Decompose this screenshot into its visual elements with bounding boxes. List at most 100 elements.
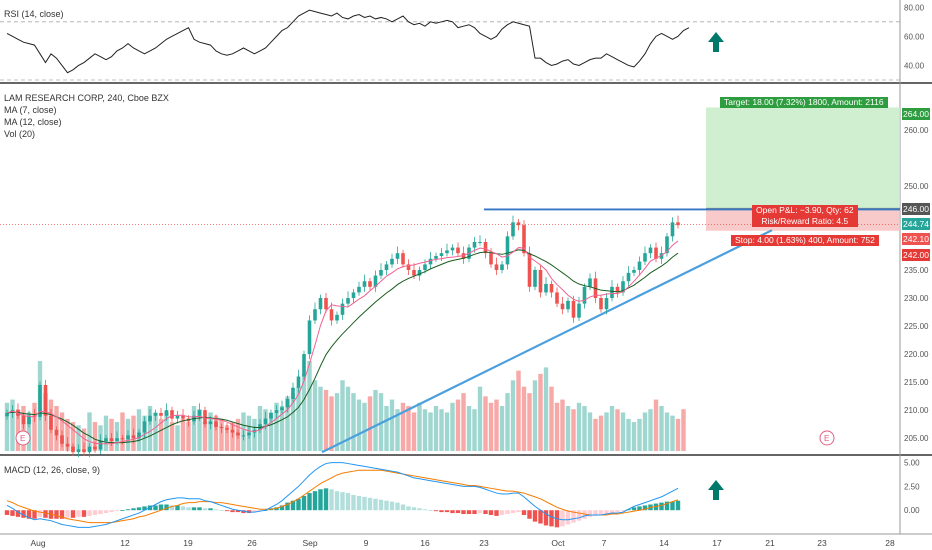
ma12-legend[interactable]: MA (12, close) [4, 117, 62, 127]
candle-body [324, 298, 328, 310]
macd-histogram-bar [175, 505, 180, 511]
candle-body [230, 429, 235, 433]
volume-bar [461, 393, 466, 451]
volume-bar [428, 412, 433, 451]
macd-histogram-bar [461, 510, 466, 515]
candle-body [566, 300, 570, 310]
macd-legend: MACD (12, 26, close, 9) [4, 465, 101, 475]
candle-body [379, 270, 383, 276]
price-tick-label: 250.00 [904, 182, 929, 191]
volume-bar [268, 412, 274, 451]
candle-body [577, 303, 581, 318]
macd-histogram-bar [120, 510, 125, 512]
volume-bar [208, 412, 213, 451]
pnl-label[interactable]: Open P&L: −3.90, Qty: 62 Risk/Reward Rat… [752, 205, 858, 227]
macd-histogram-bar [549, 510, 554, 527]
volume-bar [549, 386, 554, 451]
macd-histogram-bar [290, 500, 296, 511]
candle-body [236, 432, 240, 436]
macd-histogram-bar [164, 504, 169, 511]
candle-body [65, 443, 70, 447]
candle-body [219, 426, 224, 429]
macd-histogram-bar [279, 505, 285, 511]
macd-histogram-bar [422, 509, 428, 511]
candle-body [500, 264, 504, 270]
macd-histogram-bar [620, 510, 626, 512]
macd-histogram-bar [169, 505, 175, 511]
macd-histogram-bar [158, 504, 164, 511]
volume-bar [92, 422, 98, 451]
volume-bar [290, 393, 296, 451]
stop-label[interactable]: Stop: 4.00 (1.63%) 400, Amount: 752 [731, 235, 879, 246]
macd-histogram-bar [296, 498, 301, 511]
volume-bar [642, 412, 648, 451]
candle-body [258, 424, 262, 430]
candle-body [604, 298, 609, 310]
volume-bar [532, 380, 538, 451]
candle-body [214, 421, 218, 427]
candle-body [445, 250, 449, 254]
candle-body [544, 284, 548, 293]
volume-bar [400, 402, 406, 451]
target-label[interactable]: Target: 18.00 (7.32%) 1800, Amount: 2116 [720, 97, 888, 108]
candle-body [164, 410, 169, 416]
rsi-line [6, 9, 690, 74]
macd-histogram-bar [664, 501, 670, 511]
volume-bar [554, 402, 560, 451]
candle-body [637, 261, 642, 270]
macd-histogram-bar [659, 502, 664, 511]
time-tick-label: 17 [712, 538, 722, 548]
candle-body [434, 255, 438, 259]
symbol-title[interactable]: LAM RESEARCH CORP, 240, Cboe BZX [4, 93, 169, 103]
candle-body [450, 247, 455, 251]
macd-histogram-bar [142, 506, 147, 511]
price-tag-current: 242.10 [902, 233, 930, 245]
volume-bar [213, 415, 219, 451]
candle-body [137, 432, 141, 439]
time-tick-label: Oct [551, 538, 565, 548]
candle-body [335, 314, 339, 321]
volume-bar [120, 412, 125, 451]
volume-bar [296, 386, 301, 451]
macd-histogram-bar [87, 510, 92, 516]
ma7-legend[interactable]: MA (7, close) [4, 105, 57, 115]
macd-histogram-bar [197, 507, 202, 511]
volume-bar [362, 402, 367, 451]
macd-histogram-bar [510, 510, 516, 514]
macd-histogram-bar [516, 510, 521, 513]
macd-histogram-bar [362, 496, 367, 511]
candle-body [142, 421, 147, 433]
candle-body [54, 429, 59, 436]
candle-body [538, 270, 543, 293]
candle-body [505, 236, 510, 265]
time-tick-label: 9 [364, 538, 369, 548]
volume-bar [455, 399, 461, 451]
candle-body [610, 286, 614, 299]
volume-legend[interactable]: Vol (20) [4, 129, 36, 139]
volume-bar [406, 406, 411, 451]
macd-histogram-bar [444, 510, 450, 513]
candle-body [71, 446, 75, 453]
volume-bar [483, 396, 488, 451]
macd-histogram-bar [494, 510, 499, 516]
candle-body [5, 412, 9, 417]
candle-body [340, 303, 345, 315]
macd-histogram-bar [54, 510, 59, 519]
volume-bar [488, 402, 494, 451]
time-tick-label: 26 [247, 538, 257, 548]
candle-body [626, 272, 631, 282]
candle-body [87, 446, 92, 453]
time-tick-label: 7 [602, 538, 607, 548]
volume-bar [81, 428, 87, 451]
candle-body [247, 432, 251, 436]
macd-histogram-bar [598, 510, 604, 515]
volume-bar [202, 422, 208, 451]
candle-body [621, 281, 625, 293]
macd-histogram-bar [637, 506, 642, 511]
macd-histogram-bar [92, 510, 98, 515]
volume-bar [43, 393, 48, 451]
candle-body [307, 320, 312, 355]
volume-bar [15, 409, 21, 451]
macd-histogram-bar [609, 510, 615, 514]
